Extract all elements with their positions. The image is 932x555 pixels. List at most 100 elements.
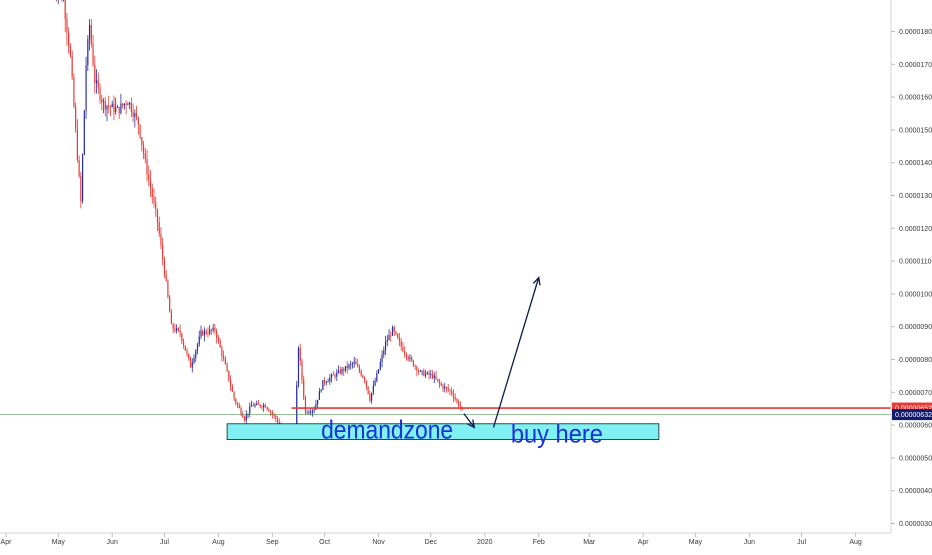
time-tick-label: Dec <box>425 539 438 546</box>
candle <box>372 380 374 396</box>
price-tick-label: 0.00001800 <box>899 29 932 36</box>
candle <box>219 338 221 348</box>
candle <box>170 308 172 325</box>
candle <box>231 383 233 393</box>
time-tick-label: Nov <box>372 539 385 546</box>
candle <box>256 400 258 406</box>
candle <box>158 216 160 238</box>
candle <box>179 324 181 338</box>
candle <box>459 401 461 411</box>
candle <box>303 375 305 400</box>
candle <box>191 358 193 373</box>
price-tick-label: 0.00001100 <box>899 259 932 266</box>
arrow-down-icon[interactable] <box>463 413 476 429</box>
candle <box>85 56 87 119</box>
candle <box>216 328 218 344</box>
candle <box>339 366 341 375</box>
candle <box>66 13 68 46</box>
candle <box>195 349 197 363</box>
candle <box>388 329 390 341</box>
ref-price-badge-text: 0.00000632 <box>895 412 932 419</box>
candle <box>318 387 320 400</box>
candle <box>141 136 143 152</box>
candle <box>108 95 110 114</box>
candle <box>458 399 460 408</box>
candle <box>203 327 206 342</box>
candle <box>402 342 404 353</box>
candle <box>341 367 343 376</box>
candle <box>226 362 228 373</box>
candle <box>330 373 333 383</box>
candle <box>263 402 265 412</box>
time-tick-label: Aug <box>849 539 862 546</box>
candle <box>414 364 416 370</box>
candle <box>160 227 162 250</box>
candle <box>386 334 388 347</box>
candle <box>189 356 192 368</box>
candle <box>350 360 352 370</box>
candle <box>364 376 366 384</box>
candle <box>390 331 392 342</box>
time-tick-label: Feb <box>533 539 545 546</box>
candle <box>235 397 237 406</box>
candle <box>426 371 428 375</box>
candle <box>163 256 166 279</box>
candle <box>369 390 371 403</box>
candle <box>325 380 327 386</box>
candle <box>135 106 138 121</box>
candle <box>419 369 421 372</box>
candle <box>397 333 399 339</box>
candle <box>358 364 361 374</box>
candle <box>153 188 155 208</box>
candle <box>423 368 425 377</box>
candle <box>252 402 254 407</box>
candle <box>181 332 183 345</box>
candle <box>109 105 112 117</box>
candle <box>365 380 367 391</box>
candle <box>156 208 159 231</box>
candle <box>106 104 108 122</box>
candle <box>245 410 247 425</box>
candle <box>391 325 394 336</box>
candle <box>221 345 223 362</box>
arrow-up-icon[interactable] <box>492 276 541 428</box>
candle <box>236 401 239 408</box>
candle <box>202 329 204 337</box>
candle <box>97 72 99 94</box>
candle <box>445 386 448 393</box>
candle <box>421 370 423 376</box>
candle <box>409 354 411 362</box>
candle <box>376 370 378 383</box>
time-axis[interactable]: Apr May Jun Jul Aug Sep Oct Nov Dec 2020 Feb Mar Apr… <box>1 533 862 546</box>
candle <box>129 101 131 109</box>
candle <box>162 237 164 266</box>
candle <box>395 330 397 336</box>
candle <box>337 365 340 374</box>
candle <box>125 100 127 115</box>
time-tick-label: Oct <box>319 539 330 546</box>
candle <box>355 358 357 365</box>
candle <box>384 336 387 355</box>
candle <box>268 407 270 412</box>
time-tick-label: May <box>689 539 703 546</box>
candle <box>344 365 347 373</box>
candle <box>360 369 362 377</box>
time-tick-label: May <box>52 539 66 546</box>
demand-zone-box[interactable] <box>226 423 660 440</box>
candle <box>68 27 70 54</box>
candle <box>428 370 430 380</box>
candle <box>182 338 185 349</box>
candle <box>367 386 369 395</box>
candle <box>88 19 91 51</box>
candle <box>137 116 139 135</box>
